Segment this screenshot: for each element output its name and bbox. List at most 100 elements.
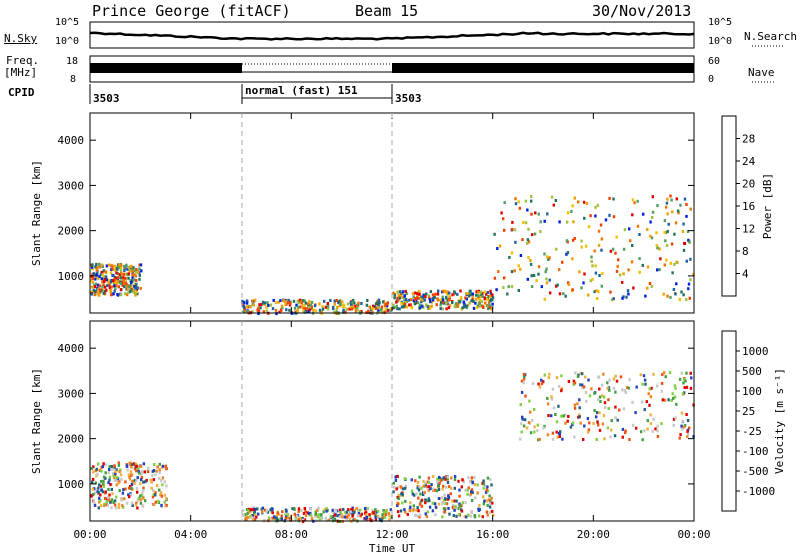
- data-cell: [447, 306, 451, 310]
- data-cell: [257, 312, 260, 316]
- data-cell: [117, 463, 121, 467]
- freq-label: Freq.: [6, 54, 40, 67]
- data-cell: [413, 302, 417, 306]
- data-cell: [682, 381, 685, 385]
- data-cell: [120, 271, 123, 275]
- data-cell: [681, 230, 685, 233]
- data-cell: [447, 496, 450, 499]
- data-cell: [304, 514, 308, 518]
- data-cell: [675, 282, 678, 286]
- data-cell: [545, 281, 549, 285]
- data-cell: [110, 506, 113, 510]
- data-cell: [590, 387, 593, 391]
- data-cell: [112, 501, 115, 504]
- data-cell: [110, 488, 113, 491]
- data-cell: [117, 506, 121, 510]
- data-cell: [599, 400, 602, 403]
- data-cell: [579, 371, 582, 375]
- data-cell: [318, 518, 322, 522]
- data-cell: [683, 386, 686, 390]
- data-cell: [98, 265, 101, 269]
- data-cell: [471, 297, 474, 301]
- data-cell: [107, 488, 110, 491]
- data-cell: [398, 290, 402, 294]
- data-cell: [480, 300, 484, 304]
- data-cell: [445, 295, 448, 299]
- data-cell: [131, 276, 134, 280]
- data-cell: [463, 303, 466, 307]
- data-cell: [393, 293, 396, 297]
- data-cell: [249, 514, 253, 518]
- data-cell: [360, 512, 363, 516]
- data-cell: [420, 486, 423, 490]
- data-cell: [521, 415, 524, 419]
- data-cell: [525, 426, 529, 430]
- data-cell: [639, 373, 642, 377]
- data-cell: [142, 486, 145, 490]
- data-cell: [585, 202, 589, 205]
- data-cell: [91, 480, 94, 484]
- data-cell: [441, 300, 445, 304]
- data-cell: [381, 513, 384, 517]
- data-cell: [671, 271, 674, 275]
- data-cell: [648, 387, 651, 391]
- data-cell: [276, 511, 279, 515]
- data-cell: [488, 303, 491, 307]
- data-cell: [122, 272, 125, 276]
- data-cell: [685, 259, 688, 263]
- data-cell: [557, 384, 561, 388]
- data-cell: [312, 308, 315, 312]
- data-cell: [469, 514, 472, 518]
- data-cell: [90, 285, 94, 289]
- data-cell: [467, 294, 471, 298]
- data-cell: [115, 495, 118, 499]
- data-cell: [101, 280, 104, 284]
- data-cell: [475, 297, 478, 301]
- x-tick-label: 04:00: [174, 528, 207, 541]
- data-cell: [458, 502, 461, 506]
- freq-tick-top: 18: [66, 56, 79, 67]
- data-cell: [430, 483, 433, 487]
- data-cell: [119, 468, 122, 472]
- data-cell: [134, 462, 138, 466]
- data-cell: [431, 509, 435, 513]
- data-cell: [115, 483, 118, 487]
- data-cell: [144, 499, 147, 503]
- data-cell: [414, 479, 417, 483]
- data-cell: [470, 488, 474, 492]
- data-cell: [617, 258, 620, 262]
- data-cell: [356, 514, 360, 517]
- data-cell: [422, 305, 425, 309]
- data-cell: [660, 381, 664, 385]
- data-cell: [487, 498, 491, 502]
- data-cell: [542, 380, 545, 384]
- data-cell: [615, 379, 619, 383]
- data-cell: [493, 276, 497, 280]
- data-cell: [314, 510, 317, 514]
- data-cell: [566, 419, 569, 423]
- data-cell: [138, 273, 141, 277]
- n-sky-label: N.Sky: [4, 32, 38, 45]
- data-cell: [131, 504, 134, 507]
- data-cell: [679, 203, 682, 207]
- data-cell: [94, 277, 97, 281]
- data-cell: [420, 295, 423, 299]
- data-cell: [401, 296, 404, 299]
- colorbar-tick-label: 100: [742, 385, 762, 398]
- data-cell: [442, 476, 445, 480]
- data-cell: [265, 509, 268, 513]
- data-cell: [586, 430, 590, 434]
- data-cell: [587, 225, 591, 229]
- data-cell: [678, 377, 682, 381]
- data-cell: [373, 305, 377, 309]
- data-cell: [521, 417, 524, 421]
- data-cell: [352, 518, 355, 522]
- data-cell: [96, 472, 99, 476]
- data-cell: [636, 199, 639, 203]
- data-cell: [669, 261, 672, 265]
- data-cell: [608, 213, 611, 217]
- cpid-segment-2: normal (fast) 151: [245, 84, 358, 97]
- data-cell: [514, 197, 517, 201]
- data-cell: [106, 504, 110, 508]
- data-cell: [572, 382, 575, 386]
